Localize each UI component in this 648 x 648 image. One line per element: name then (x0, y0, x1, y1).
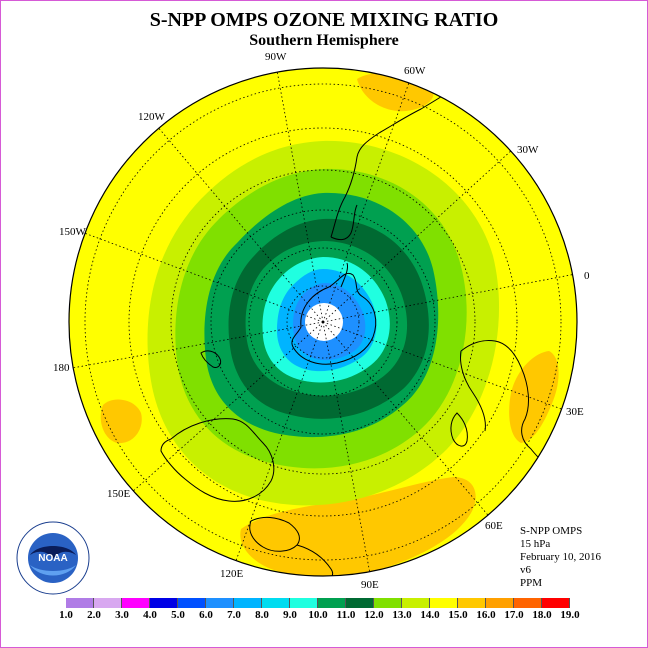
colorbar-swatch (122, 598, 150, 608)
colorbar-tick-label: 15.0 (448, 609, 468, 621)
coastline-south-america (330, 92, 448, 238)
colorbar-swatch (402, 598, 430, 608)
meridians (69, 68, 577, 576)
coastline-new-zealand (200, 350, 222, 368)
colorbar-swatch (150, 598, 178, 608)
colorbar-swatch (318, 598, 346, 608)
colorbar-tick-label: 17.0 (504, 609, 524, 621)
coastline-madagascar (450, 412, 468, 447)
colorbar-swatch (374, 598, 402, 608)
ozone-patch-orange-150e (100, 399, 142, 444)
lon-label-120w: 120W (138, 111, 166, 123)
info-level: 15 hPa (520, 538, 551, 550)
lon-label-0: 0 (584, 270, 590, 282)
colorbar-swatch (262, 598, 290, 608)
noaa-logo-text: NOAA (38, 553, 67, 564)
colorbar-tick-label: 12.0 (364, 609, 384, 621)
colorbar (66, 598, 570, 609)
colorbar-tick-label: 9.0 (283, 609, 297, 621)
colorbar-swatch (290, 598, 318, 608)
coastline-africa-south (460, 350, 486, 432)
colorbar-tick-label: 5.0 (171, 609, 185, 621)
coastline-africa (460, 340, 550, 472)
colorbar-tick-label: 18.0 (532, 609, 552, 621)
info-version: v6 (520, 564, 531, 576)
product-info: S-NPP OMPS 15 hPa February 10, 2016 v6 P… (520, 525, 601, 590)
longitude-labels: 90W 60W 30W 0 30E 60E 90E 120E 150E 180 … (53, 51, 590, 591)
lon-label-90w: 90W (265, 51, 287, 63)
colorbar-swatch (458, 598, 486, 608)
ozone-patch-orange-90e (240, 477, 476, 576)
info-date: February 10, 2016 (520, 551, 601, 563)
lon-label-150w: 150W (59, 226, 87, 238)
coastline-antarctica (291, 273, 377, 365)
coastline-australia (160, 418, 275, 502)
colorbar-tick-label: 14.0 (420, 609, 440, 621)
coastline-south-america-west (330, 204, 358, 241)
lon-label-150e: 150E (107, 488, 131, 500)
colorbar-tick-label: 13.0 (392, 609, 412, 621)
colorbar-labels: 1.0 2.0 3.0 4.0 5.0 6.0 7.0 8.0 9.0 10.0 11.0 12.0 1… (1, 609, 647, 623)
lon-label-90e: 90E (361, 579, 379, 591)
colorbar-swatch (178, 598, 206, 608)
lon-label-60w: 60W (404, 65, 426, 77)
coastlines (160, 92, 550, 576)
colorbar-tick-label: 2.0 (87, 609, 101, 621)
colorbar-tick-label: 7.0 (227, 609, 241, 621)
coastline-antarctic-peninsula (340, 262, 348, 288)
colorbar-swatch (542, 598, 570, 608)
colorbar-swatch (430, 598, 458, 608)
noaa-logo: NOAA (16, 521, 90, 595)
lon-label-120e: 120E (220, 568, 244, 580)
colorbar-swatch (206, 598, 234, 608)
map-border (68, 67, 578, 577)
colorbar-tick-label: 4.0 (143, 609, 157, 621)
ozone-patch-orange-30e (509, 351, 559, 443)
lon-label-30w: 30W (517, 144, 539, 156)
colorbar-swatch (94, 598, 122, 608)
latitude-circles (84, 83, 562, 561)
coastline-asia (296, 544, 334, 576)
lon-label-60e: 60E (485, 520, 503, 532)
colorbar-swatch (346, 598, 374, 608)
info-units: PPM (520, 577, 543, 589)
colorbar-tick-label: 19.0 (560, 609, 580, 621)
info-instrument: S-NPP OMPS (520, 525, 583, 537)
page-title: S-NPP OMPS OZONE MIXING RATIO (149, 9, 499, 31)
colorbar-tick-label: 8.0 (255, 609, 269, 621)
lon-label-30e: 30E (566, 406, 584, 418)
colorbar-tick-label: 3.0 (115, 609, 129, 621)
colorbar-swatch (486, 598, 514, 608)
lon-label-180: 180 (53, 362, 70, 374)
colorbar-swatch (234, 598, 262, 608)
colorbar-tick-label: 11.0 (336, 609, 356, 621)
colorbar-tick-label: 10.0 (308, 609, 328, 621)
colorbar-tick-label: 6.0 (199, 609, 213, 621)
colorbar-swatch (514, 598, 542, 608)
colorbar-swatch (66, 598, 94, 608)
colorbar-tick-label: 1.0 (59, 609, 73, 621)
page-subtitle: Southern Hemisphere (249, 32, 399, 49)
colorbar-tick-label: 16.0 (476, 609, 496, 621)
